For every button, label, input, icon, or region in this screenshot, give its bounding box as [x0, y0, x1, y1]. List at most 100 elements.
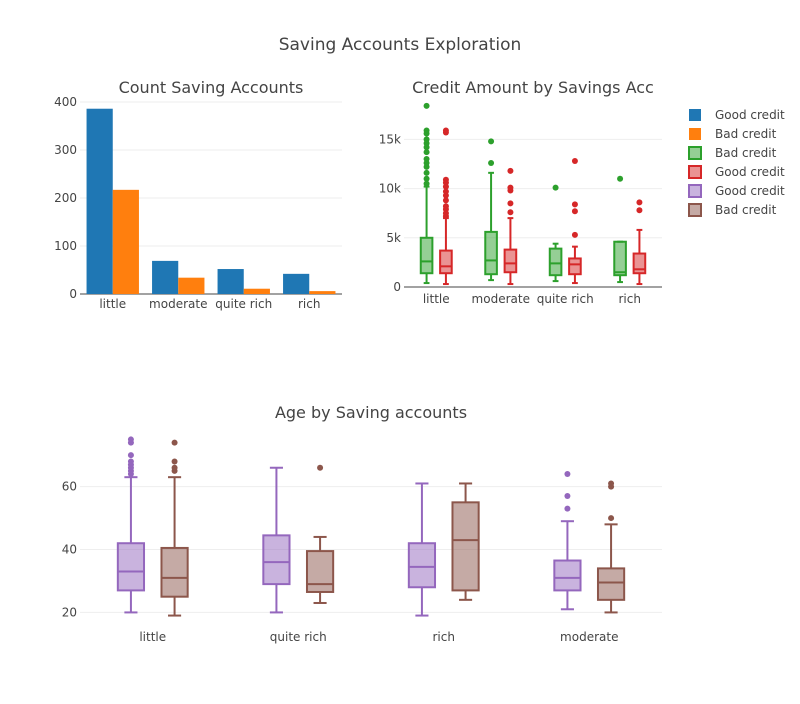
legend-label: Bad credit	[715, 146, 777, 160]
legend-label: Bad credit	[715, 203, 777, 217]
y-tick-label: 400	[54, 95, 77, 109]
outlier-point	[423, 127, 430, 134]
x-tick-label: quite rich	[270, 630, 327, 644]
y-tick-label: 200	[54, 191, 77, 205]
box	[548, 184, 563, 283]
box-iqr	[305, 550, 335, 593]
outlier-point	[488, 138, 495, 145]
bar	[152, 260, 179, 294]
outlier-point	[552, 184, 559, 191]
outlier-point	[423, 102, 430, 109]
y-tick-label: 20	[62, 605, 77, 619]
outlier-point	[507, 167, 514, 174]
box	[116, 436, 146, 614]
legend-swatch	[688, 184, 702, 198]
bar	[283, 273, 310, 294]
legend-swatch	[689, 109, 701, 121]
box-iqr	[419, 236, 434, 275]
outlier-point	[488, 159, 495, 166]
outlier-point	[564, 505, 571, 512]
outlier-point	[317, 464, 324, 471]
box-iqr	[553, 559, 582, 592]
y-tick-label: 15k	[379, 132, 401, 146]
legend-item: Bad credit	[688, 203, 777, 217]
outlier-point	[442, 188, 449, 195]
outlier-point	[442, 197, 449, 204]
y-tick-label: 10k	[379, 182, 401, 196]
outlier-point	[636, 207, 643, 214]
bar	[217, 269, 244, 294]
bar	[112, 189, 139, 294]
legend: Good credit Bad credit Bad credit Good cred…	[688, 108, 785, 217]
legend-item: Bad credit	[689, 127, 777, 141]
outlier-point	[571, 208, 578, 215]
credit-amount-panel: 0 5k 10k 15k Credit Amount by Savings Acc lit…	[379, 78, 662, 306]
outlier-point	[423, 156, 430, 163]
outlier-point	[608, 480, 615, 487]
box	[503, 167, 518, 286]
box-iqr	[160, 546, 189, 598]
box-iqr	[484, 230, 498, 276]
legend-item: Good credit	[688, 165, 785, 179]
outlier-point	[507, 200, 514, 207]
box-iqr	[632, 252, 647, 275]
box-iqr	[439, 249, 453, 275]
box-iqr	[262, 534, 291, 586]
legend-swatch	[688, 146, 702, 160]
legend-swatch	[689, 128, 701, 140]
outlier-point	[636, 199, 643, 206]
box-iqr	[503, 248, 518, 274]
y-tick-label: 0	[69, 287, 77, 301]
outlier-point	[442, 176, 449, 183]
outlier-point	[423, 169, 430, 176]
x-tick-label: rich	[298, 297, 320, 311]
outlier-point	[423, 149, 430, 156]
x-tick-label: little	[139, 630, 166, 644]
box-iqr	[613, 240, 627, 277]
outlier-point	[171, 439, 178, 446]
panel-title: Count Saving Accounts	[119, 78, 304, 97]
box	[451, 482, 480, 601]
legend-swatch	[688, 203, 702, 217]
box-iqr	[548, 247, 563, 277]
main-title: Saving Accounts Exploration	[279, 35, 522, 55]
panel-title: Credit Amount by Savings Acc	[412, 78, 654, 97]
legend-label: Good credit	[715, 165, 785, 179]
count-saving-accounts-panel: 0 100 200 300 400 Count Saving Accounts little…	[54, 78, 342, 311]
outlier-point	[127, 436, 134, 443]
box-iqr	[596, 567, 626, 601]
box	[553, 471, 582, 611]
y-tick-label: 300	[54, 143, 77, 157]
box	[439, 127, 453, 286]
box	[262, 466, 291, 614]
x-tick-label: little	[423, 292, 450, 306]
legend-swatch	[688, 165, 702, 179]
y-tick-label: 100	[54, 239, 77, 253]
x-tick-label: moderate	[149, 297, 207, 311]
box	[160, 439, 189, 617]
legend-item: Bad credit	[688, 146, 777, 160]
outlier-point	[564, 471, 571, 478]
x-tick-label: little	[99, 297, 126, 311]
box	[613, 175, 627, 284]
outlier-point	[423, 136, 430, 143]
outlier-point	[571, 201, 578, 208]
y-tick-label: 60	[62, 480, 77, 494]
outlier-point	[617, 175, 624, 182]
y-tick-label: 5k	[386, 231, 401, 245]
bar	[309, 291, 336, 294]
box	[407, 482, 437, 617]
box	[419, 102, 434, 285]
outlier-point	[171, 458, 178, 465]
box	[305, 464, 335, 604]
box	[632, 199, 647, 286]
legend-label: Good credit	[715, 184, 785, 198]
box-iqr	[407, 542, 437, 589]
bar	[243, 288, 270, 294]
legend-label: Good credit	[715, 108, 785, 122]
box-iqr	[116, 542, 146, 592]
outlier-point	[423, 180, 430, 187]
legend-label: Bad credit	[715, 127, 777, 141]
outlier-point	[564, 493, 571, 500]
